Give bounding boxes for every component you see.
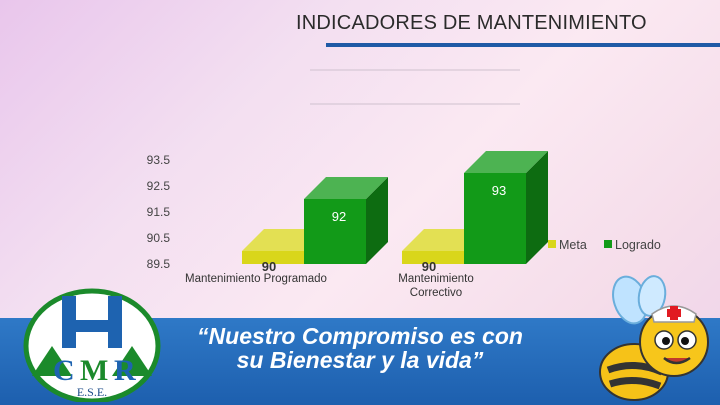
y-tick-label: 92.5 (147, 179, 171, 193)
bar-chart: 93.5 92.5 91.5 90.5 89.5 90 92 Mantenimiento Pr… (147, 69, 661, 299)
bee-mascot-icon (599, 275, 709, 401)
y-tick-label: 91.5 (147, 205, 171, 219)
x-category-label: Mantenimiento Programado (185, 273, 327, 285)
bar-meta (242, 251, 304, 264)
hospital-logo-icon: C M R E.S.E. (23, 288, 161, 402)
y-tick-label: 89.5 (147, 257, 171, 271)
bar-logrado-side (526, 151, 548, 264)
bar-logrado-side (366, 177, 388, 264)
legend-swatch-logrado (604, 240, 612, 248)
bar-meta (402, 251, 464, 264)
data-label-meta: 90 (422, 259, 436, 274)
data-label-logrado: 92 (332, 209, 346, 224)
svg-text:C: C (53, 354, 75, 387)
bar-logrado (464, 173, 526, 264)
x-category-label: Correctivo (410, 287, 462, 299)
legend-label-logrado: Logrado (615, 238, 661, 252)
slogan-line-2: su Bienestar y la vida” (236, 347, 484, 373)
legend-label-meta: Meta (559, 238, 587, 252)
y-tick-label: 90.5 (147, 231, 171, 245)
legend-swatch-meta (548, 240, 556, 248)
page-title: INDICADORES DE MANTENIMIENTO (296, 12, 647, 34)
bar-logrado-top (464, 151, 548, 173)
bar-logrado-top (304, 177, 388, 199)
slogan-line-1: “Nuestro Compromiso es con (197, 323, 523, 349)
title-underline (326, 43, 720, 47)
data-label-meta: 90 (262, 259, 276, 274)
y-tick-label: 93.5 (147, 153, 171, 167)
logo-text: E.S.E. (77, 385, 107, 399)
slogan: “Nuestro Compromiso es con su Bienestar … (180, 324, 540, 372)
data-label-logrado: 93 (492, 183, 506, 198)
x-category-label: Mantenimiento (398, 273, 473, 285)
bar-logrado (304, 199, 366, 264)
svg-text:R: R (114, 354, 136, 387)
svg-text:M: M (80, 354, 108, 387)
